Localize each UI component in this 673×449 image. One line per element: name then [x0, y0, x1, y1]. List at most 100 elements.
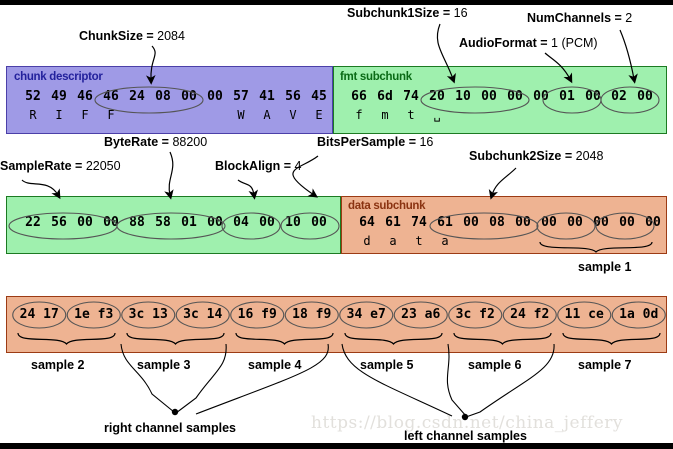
annotation-block-align-name: BlockAlign — [215, 159, 281, 173]
sample-label-4: sample 4 — [248, 358, 302, 372]
fmt-byte-5: 10 — [455, 89, 471, 104]
fmt-byte-row2-9: 04 — [233, 215, 249, 230]
data-byte-11: 00 — [619, 215, 635, 230]
chunk-descriptor-byte-3: 46 — [77, 89, 93, 104]
data-char-1: d — [363, 234, 371, 248]
sample-byte-pair-3: 3c 13 — [128, 307, 168, 322]
chunk-descriptor-byte-8: 00 — [207, 89, 223, 104]
fmt-char-3: t — [407, 108, 415, 122]
sample-label-5: sample 5 — [360, 358, 414, 372]
data-byte-12: 00 — [645, 215, 661, 230]
fmt-byte-row2-2: 56 — [51, 215, 67, 230]
sample-byte-pair-6: 18 f9 — [292, 307, 332, 322]
data-byte-5: 00 — [463, 215, 479, 230]
annotation-subchunk2-size-value: 2048 — [575, 149, 604, 163]
data-char-4: a — [441, 234, 449, 248]
data-byte-2: 61 — [385, 215, 401, 230]
annotation-bits-per-sample-eq: = — [405, 135, 420, 149]
annotation-subchunk2-size-eq: = — [561, 149, 576, 163]
fmt-byte-row2-11: 10 — [285, 215, 301, 230]
sample-byte-pair-9: 3c f2 — [455, 307, 495, 322]
annotation-block-align-value: 4 — [294, 159, 302, 173]
chunk-descriptor-char-3: F — [81, 108, 89, 122]
data-byte-9: 00 — [567, 215, 583, 230]
fmt-byte-7: 00 — [507, 89, 523, 104]
data-char-3: t — [415, 234, 423, 248]
annotation-byte-rate-value: 88200 — [172, 135, 208, 149]
annotation-subchunk1-size-name: Subchunk1Size — [347, 6, 440, 20]
fmt-byte-4: 20 — [429, 89, 445, 104]
sample-byte-pair-2: 1e f3 — [74, 307, 114, 322]
sample-label-1: sample 1 — [578, 260, 632, 274]
fmt-byte-12: 00 — [637, 89, 653, 104]
sample-label-6: sample 6 — [468, 358, 522, 372]
chunk-descriptor-byte-1: 52 — [25, 89, 41, 104]
annotation-sample-rate-name: SampleRate — [0, 159, 72, 173]
annotation-subchunk1-size-value: 16 — [453, 6, 468, 20]
chunk-descriptor-char-2: I — [55, 108, 63, 122]
sample-label-2: sample 2 — [31, 358, 85, 372]
annotation-audio-format-name: AudioFormat — [459, 36, 537, 50]
sample-byte-pair-1: 24 17 — [19, 307, 59, 322]
data-byte-10: 00 — [593, 215, 609, 230]
fmt-byte-row2-8: 00 — [207, 215, 223, 230]
fmt-byte-9: 01 — [559, 89, 575, 104]
chunk-descriptor-char-4: F — [107, 108, 115, 122]
sample-byte-pair-8: 23 a6 — [401, 307, 441, 322]
fmt-byte-11: 02 — [611, 89, 627, 104]
fmt-byte-10: 00 — [585, 89, 601, 104]
annotation-num-channels: NumChannels = 2 — [527, 12, 632, 25]
annotation-chunk-size-eq: = — [142, 29, 158, 43]
sample-byte-pair-5: 16 f9 — [237, 307, 277, 322]
annotation-byte-rate-name: ByteRate — [104, 135, 159, 149]
sample-label-7: sample 7 — [578, 358, 632, 372]
chunk-descriptor-byte-6: 08 — [155, 89, 171, 104]
annotation-subchunk2-size-name: Subchunk2Size — [469, 149, 562, 163]
data-byte-3: 74 — [411, 215, 427, 230]
fmt-byte-3: 74 — [403, 89, 419, 104]
annotation-sample-rate-value: 22050 — [85, 159, 121, 173]
chunk-descriptor-byte-7: 00 — [181, 89, 197, 104]
sample-byte-pair-4: 3c 14 — [183, 307, 223, 322]
fmt-byte-row2-4: 00 — [103, 215, 119, 230]
annotation-chunk-size-value: 2084 — [157, 29, 185, 43]
chunk-descriptor-char-1: R — [29, 108, 37, 122]
sample-byte-pair-12: 1a 0d — [619, 307, 659, 322]
chunk-descriptor-byte-2: 49 — [51, 89, 67, 104]
annotation-audio-format-value: 1 (PCM) — [551, 36, 598, 50]
bottom-black-bar — [0, 443, 673, 449]
left-channel-label: left channel samples — [404, 429, 527, 443]
annotation-num-channels-eq: = — [611, 11, 626, 25]
annotation-bits-per-sample-name: BitsPerSample — [317, 135, 406, 149]
annotation-subchunk1-size-eq: = — [439, 6, 454, 20]
data-byte-4: 61 — [437, 215, 453, 230]
annotation-chunk-size: ChunkSize = 2084 — [79, 30, 185, 43]
fmt-byte-row2-1: 22 — [25, 215, 41, 230]
annotation-num-channels-value: 2 — [625, 11, 633, 25]
chunk-descriptor-byte-4: 46 — [103, 89, 119, 104]
sample-byte-pair-10: 24 f2 — [510, 307, 550, 322]
data-byte-8: 00 — [541, 215, 557, 230]
annotation-subchunk2-size: Subchunk2Size = 2048 — [469, 150, 603, 163]
chunk-descriptor-char-12: E — [315, 108, 323, 122]
fmt-byte-8: 00 — [533, 89, 549, 104]
chunk-descriptor-byte-9: 57 — [233, 89, 249, 104]
fmt-byte-2: 6d — [377, 89, 393, 104]
fmt-char-1: f — [355, 108, 363, 122]
fmt-byte-row2-3: 00 — [77, 215, 93, 230]
sample-byte-pair-11: 11 ce — [564, 307, 604, 322]
annotation-byte-rate-eq: = — [158, 135, 173, 149]
annotation-chunk-size-name: ChunkSize — [79, 29, 143, 43]
fmt-byte-row2-10: 00 — [259, 215, 275, 230]
sample-byte-pair-7: 34 e7 — [346, 307, 386, 322]
annotation-block-align: BlockAlign = 4 — [215, 160, 302, 173]
fmt-subchunk-title: fmt subchunk — [340, 71, 412, 83]
top-black-bar — [0, 0, 673, 5]
annotation-audio-format: AudioFormat = 1 (PCM) — [459, 37, 598, 50]
right-channel-label: right channel samples — [104, 421, 236, 435]
annotation-num-channels-name: NumChannels — [527, 11, 612, 25]
fmt-byte-1: 66 — [351, 89, 367, 104]
data-byte-7: 00 — [515, 215, 531, 230]
data-subchunk-title: data subchunk — [348, 200, 426, 212]
